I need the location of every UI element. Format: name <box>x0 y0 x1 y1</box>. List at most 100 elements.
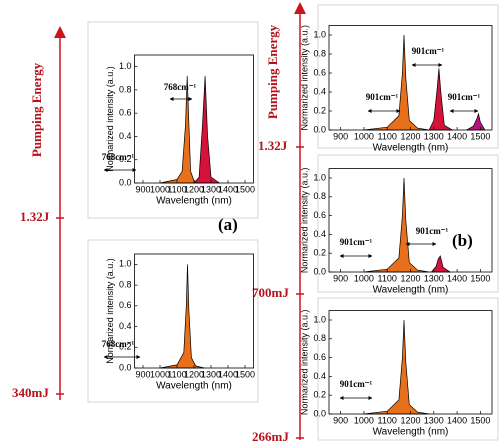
x-tick-label: 1000 <box>354 415 374 425</box>
panel-label: (b) <box>452 231 473 250</box>
x-tick-label: 1200 <box>184 184 204 194</box>
x-axis-label: Wavelength (nm) <box>156 196 232 207</box>
y-tick-label: 0.2 <box>313 390 326 400</box>
x-tick-label: 1400 <box>218 369 238 379</box>
x-tick-label: 1100 <box>167 184 186 194</box>
y-tick-label: 0.6 <box>119 108 132 118</box>
y-tick-label: 0.2 <box>313 248 326 258</box>
energy-axis-a <box>54 26 66 400</box>
frames <box>87 4 499 441</box>
spectrum <box>363 319 430 415</box>
plot-frame <box>328 310 493 415</box>
y-tick-label: 0.2 <box>119 154 132 164</box>
y-tick-label: 0.0 <box>119 177 132 187</box>
y-tick-label: 0.8 <box>313 333 326 343</box>
annotation: 901cm⁻¹ <box>416 226 449 236</box>
y-tick-label: 0.8 <box>119 84 132 94</box>
y-axis-label: Normarized intensity (a.u.) <box>105 258 115 364</box>
y-tick-label: 0.4 <box>119 321 132 331</box>
y-tick-label: 0.0 <box>313 124 326 134</box>
y-axis-label: Normarized intensity (a.u.) <box>105 66 115 172</box>
x-tick-label: 1100 <box>167 369 186 379</box>
x-tick-label: 1500 <box>470 273 490 283</box>
annotation: 768cm⁻¹ <box>164 82 197 92</box>
annotation: 768cm⁻¹ <box>102 152 135 162</box>
x-tick-label: 1300 <box>201 369 221 379</box>
energy-value: 340mJ <box>12 385 49 400</box>
x-tick-label: 1400 <box>447 131 467 141</box>
spectrum <box>428 68 454 131</box>
x-tick-label: 1100 <box>378 273 397 283</box>
x-tick-label: 1400 <box>218 184 238 194</box>
x-tick-label: 900 <box>333 415 348 425</box>
y-tick-label: 0.6 <box>119 300 132 310</box>
y-tick-label: 0.0 <box>313 266 326 276</box>
y-axis-label: Normarized intensity (a.u.) <box>299 168 309 274</box>
y-tick-label: 1.0 <box>313 29 326 39</box>
x-tick-label: 900 <box>135 184 150 194</box>
x-tick-label: 1500 <box>470 131 490 141</box>
y-tick-label: 0.4 <box>313 229 326 239</box>
x-tick-label: 900 <box>333 273 348 283</box>
x-tick-label: 1400 <box>447 273 467 283</box>
energy-value: 1.32J <box>258 138 288 153</box>
x-tick-label: 1300 <box>201 184 221 194</box>
x-tick-label: 1100 <box>378 131 397 141</box>
x-tick-label: 1000 <box>150 369 170 379</box>
plot-frame <box>134 54 254 184</box>
y-tick-label: 0.4 <box>313 86 326 96</box>
spectrum <box>193 75 221 184</box>
x-tick-label: 1300 <box>424 273 444 283</box>
plot-frame <box>328 25 493 131</box>
energy-value: 266mJ <box>252 429 289 444</box>
y-tick-label: 1.0 <box>119 259 132 269</box>
x-tick-label: 1000 <box>354 273 374 283</box>
x-tick-label: 900 <box>333 131 348 141</box>
y-tick-label: 1.0 <box>313 314 326 324</box>
y-tick-label: 0.8 <box>313 191 326 201</box>
annotation: 768cm⁻¹ <box>102 339 135 349</box>
annotation: 901cm⁻¹ <box>340 237 373 247</box>
x-tick-label: 1200 <box>400 131 420 141</box>
annotation: 901cm⁻¹ <box>448 92 481 102</box>
panel-label: (a) <box>218 215 238 234</box>
spectrum <box>159 264 205 369</box>
y-tick-label: 0.8 <box>119 279 132 289</box>
energy-value: 700mJ <box>252 285 289 300</box>
y-tick-label: 0.6 <box>313 352 326 362</box>
x-axis-label: Wavelength (nm) <box>373 143 449 154</box>
x-tick-label: 1500 <box>235 369 255 379</box>
y-tick-label: 0.6 <box>313 67 326 77</box>
x-tick-label: 900 <box>135 369 150 379</box>
x-tick-label: 1400 <box>447 415 467 425</box>
x-axis-label: Wavelength (nm) <box>373 285 449 296</box>
x-tick-label: 1500 <box>235 184 255 194</box>
y-tick-label: 0.4 <box>119 131 132 141</box>
spectrum <box>430 255 452 273</box>
x-tick-label: 1500 <box>470 415 490 425</box>
plot-frame <box>328 168 493 273</box>
x-tick-label: 1000 <box>354 131 374 141</box>
y-tick-label: 0.0 <box>313 408 326 418</box>
spectrum <box>466 112 486 131</box>
y-tick-label: 0.4 <box>313 371 326 381</box>
energy-label: Pumping Energy <box>265 24 280 119</box>
y-tick-label: 1.0 <box>119 61 132 71</box>
x-tick-label: 1200 <box>400 415 420 425</box>
y-axis-label: Normarized intensity (a.u.) <box>299 310 309 416</box>
y-tick-label: 0.0 <box>119 362 132 372</box>
energy-value: 1.32J <box>20 209 50 224</box>
annotation: 901cm⁻¹ <box>366 92 399 102</box>
y-tick-label: 0.2 <box>119 342 132 352</box>
y-tick-label: 1.0 <box>313 172 326 182</box>
y-tick-label: 0.6 <box>313 210 326 220</box>
annotation: 901cm⁻¹ <box>340 379 373 389</box>
plot-frame <box>134 253 254 369</box>
y-axis-label: Normarized intensity (a.u.) <box>299 25 309 131</box>
spectrum <box>363 177 430 273</box>
energy-axis-b <box>294 1 306 440</box>
y-tick-label: 0.8 <box>313 48 326 58</box>
x-tick-label: 1300 <box>424 131 444 141</box>
x-tick-label: 1100 <box>378 415 397 425</box>
